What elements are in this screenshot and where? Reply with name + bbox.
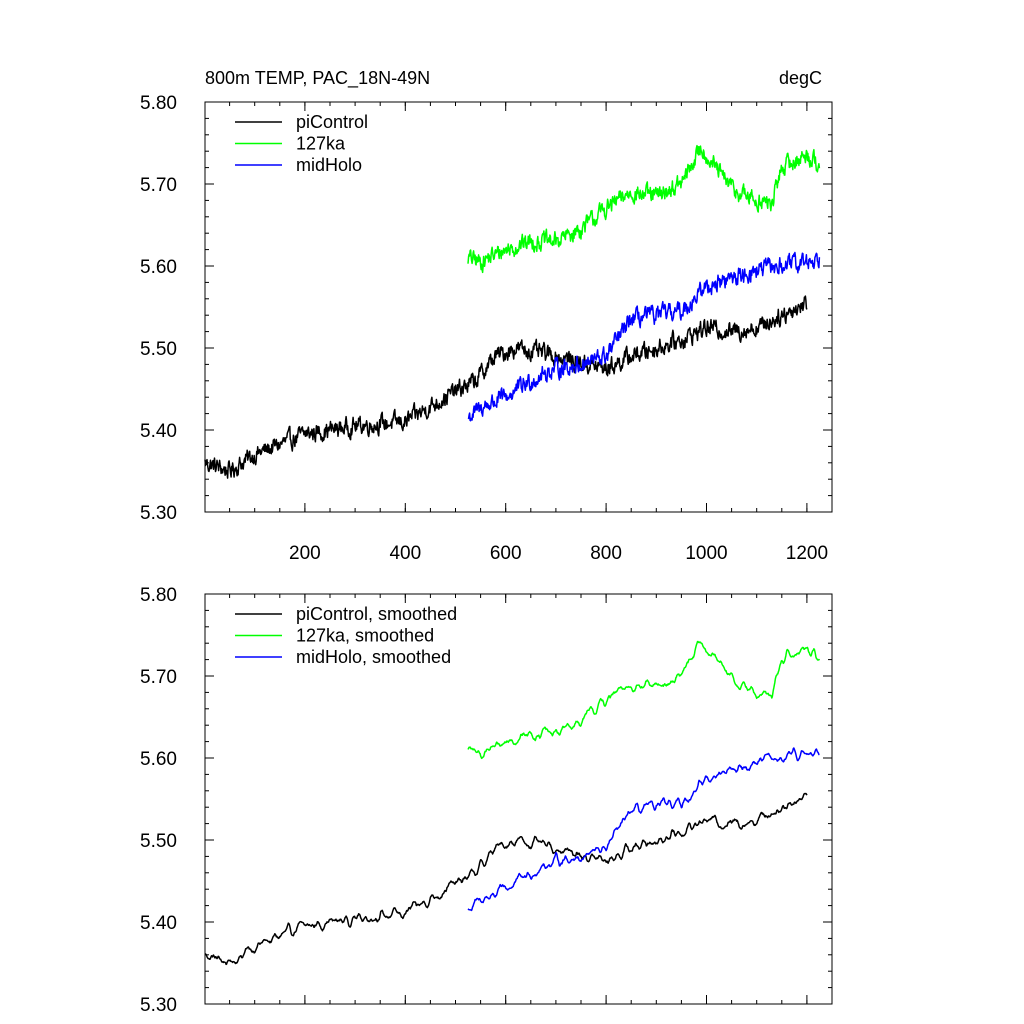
x-tick-label: 1000: [685, 543, 727, 564]
series-lines: [204, 640, 821, 966]
y-tick-label: 5.70: [140, 175, 177, 196]
series-line-midholo: [467, 747, 820, 912]
y-tick-label: 5.30: [140, 503, 177, 524]
y-tick-label: 5.30: [140, 995, 177, 1016]
plot-panel-top: 5.30 5.40 5.50 5.60 5.70 5.80 200 400 600 800 1000…: [140, 93, 833, 564]
legend-label: midHolo: [296, 155, 362, 175]
y-tick-label: 5.50: [140, 831, 177, 852]
tick-labels: 5.30 5.40 5.50 5.60 5.70 5.80: [140, 585, 177, 1016]
y-tick-label: 5.60: [140, 257, 177, 278]
x-tick-label: 800: [590, 543, 622, 564]
legend-label: 127ka: [296, 134, 346, 154]
y-tick-label: 5.50: [140, 339, 177, 360]
x-tick-label: 400: [389, 543, 421, 564]
series-line-midholo: [467, 251, 821, 422]
series-line-127ka: [467, 640, 821, 760]
units-label: degC: [779, 68, 822, 88]
y-tick-label: 5.80: [140, 93, 177, 114]
series-line-picontrol: [204, 295, 808, 479]
chart-title: 800m TEMP, PAC_18N-49N: [205, 68, 430, 89]
y-tick-label: 5.80: [140, 585, 177, 606]
legend-label: midHolo, smoothed: [296, 647, 451, 667]
series-line-picontrol: [204, 792, 808, 966]
y-tick-label: 5.60: [140, 749, 177, 770]
x-tick-label: 200: [289, 543, 321, 564]
legend-label: piControl: [296, 112, 368, 132]
plot-frame: [204, 101, 833, 513]
y-tick-label: 5.40: [140, 913, 177, 934]
series-line-127ka: [467, 144, 821, 274]
plot-frame: [204, 593, 833, 1005]
tick-labels: 5.30 5.40 5.50 5.60 5.70 5.80 200 400 600 800 1000…: [140, 93, 828, 564]
y-tick-label: 5.70: [140, 667, 177, 688]
series-lines: [204, 144, 821, 479]
x-tick-label: 1200: [786, 543, 828, 564]
plot-panel-bottom: 5.30 5.40 5.50 5.60 5.70 5.80 piControl, smoo…: [140, 585, 833, 1016]
x-tick-label: 600: [490, 543, 522, 564]
y-tick-label: 5.40: [140, 421, 177, 442]
legend-label: 127ka, smoothed: [296, 626, 434, 646]
legend-label: piControl, smoothed: [296, 604, 457, 624]
